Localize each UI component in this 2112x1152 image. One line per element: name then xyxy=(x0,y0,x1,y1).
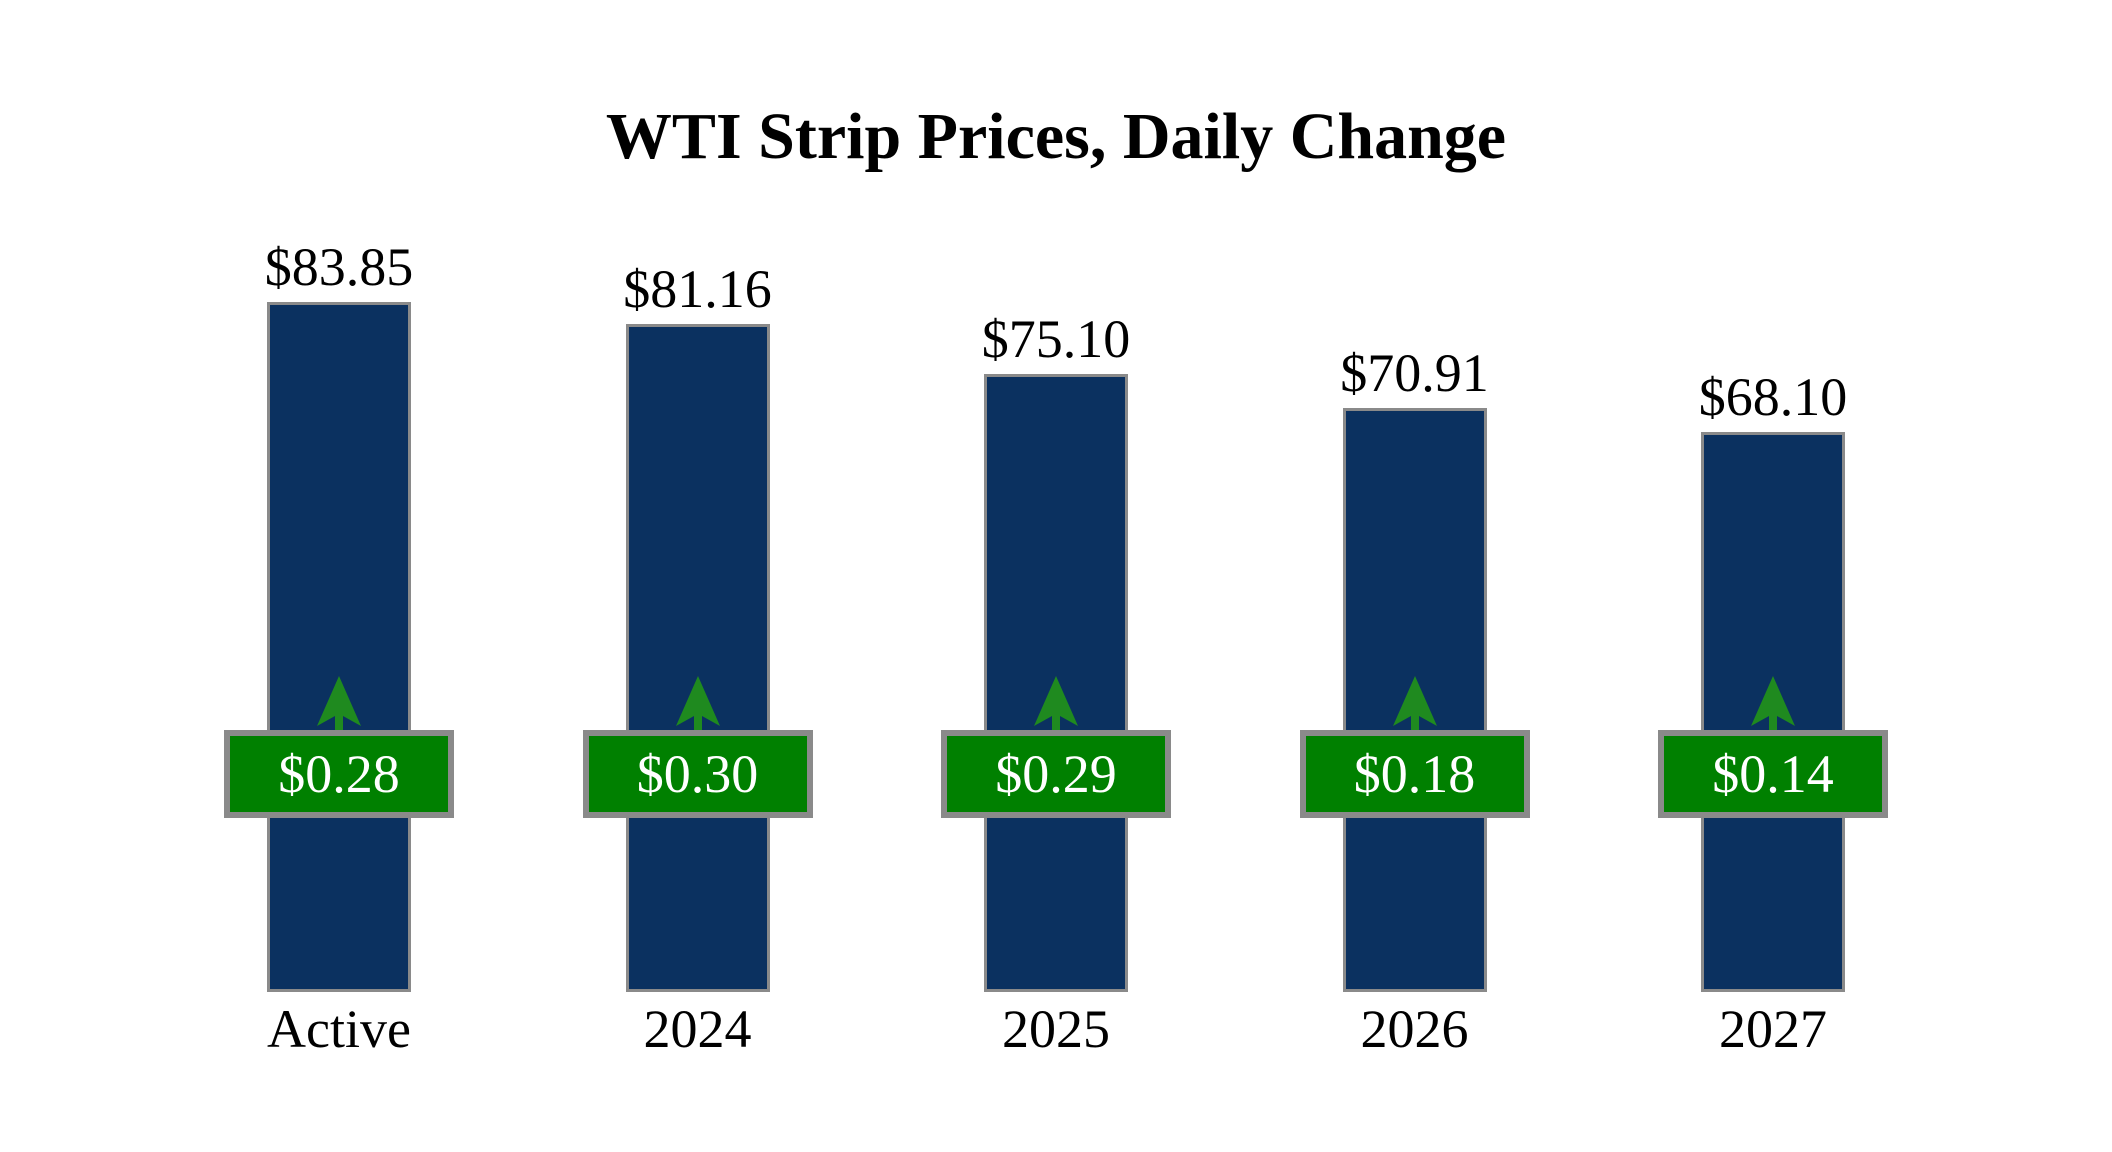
category-label: Active xyxy=(267,999,411,1059)
bar-value-label: $81.16 xyxy=(623,259,772,319)
category-label: 2024 xyxy=(643,999,752,1059)
category-label: 2026 xyxy=(1360,999,1469,1059)
chart-title: WTI Strip Prices, Daily Change xyxy=(605,100,1507,173)
up-arrow-icon xyxy=(1034,676,1078,730)
daily-change-value: $0.29 xyxy=(995,744,1117,804)
daily-change-value: $0.14 xyxy=(1712,744,1834,804)
category-label: 2027 xyxy=(1719,999,1827,1059)
price-bar xyxy=(267,302,411,992)
daily-change-value: $0.18 xyxy=(1353,744,1476,804)
daily-change-badge: $0.18 xyxy=(1299,730,1530,818)
up-arrow-icon xyxy=(317,676,361,730)
price-bar xyxy=(625,324,770,992)
daily-change-value: $0.28 xyxy=(278,744,400,804)
daily-change-badge: $0.29 xyxy=(941,730,1171,818)
daily-change-badge: $0.14 xyxy=(1658,730,1888,818)
up-arrow-icon xyxy=(675,676,720,730)
daily-change-value: $0.30 xyxy=(636,744,759,804)
daily-change-badge: $0.30 xyxy=(582,730,813,818)
bar-value-label: $83.85 xyxy=(264,237,414,297)
category-label: 2025 xyxy=(1002,999,1110,1059)
bar-value-label: $70.91 xyxy=(1340,343,1489,403)
up-arrow-icon xyxy=(1392,676,1437,730)
bar-value-label: $75.10 xyxy=(981,309,1131,369)
bar-value-label: $68.10 xyxy=(1698,367,1848,427)
daily-change-badge: $0.28 xyxy=(224,730,454,818)
up-arrow-icon xyxy=(1751,676,1795,730)
